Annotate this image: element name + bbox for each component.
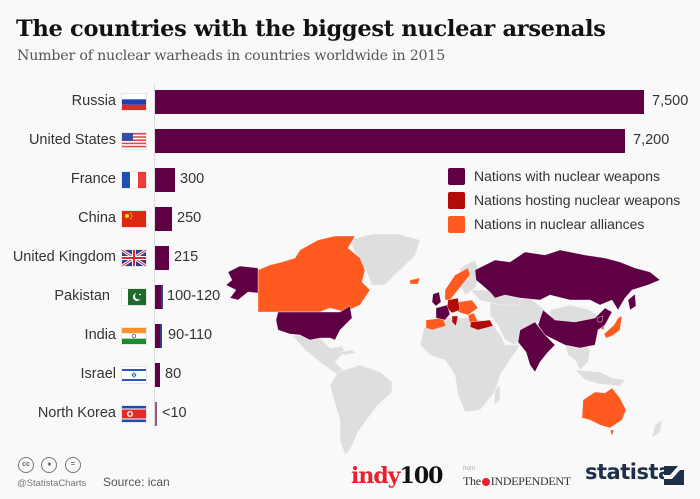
country-label: Israel xyxy=(80,366,116,382)
uk-flag-icon xyxy=(122,250,146,266)
israel-flag-icon xyxy=(122,367,146,383)
bar xyxy=(155,363,160,387)
cc-icon: cc xyxy=(18,457,34,473)
bar-row-france: France 300 xyxy=(0,168,700,192)
range-indicator xyxy=(161,285,163,309)
country-label: United States xyxy=(28,132,116,148)
legend-label: Nations hosting nuclear weapons xyxy=(474,192,681,208)
bar xyxy=(155,129,625,153)
legend-swatch xyxy=(448,216,465,233)
value-label: 100-120 xyxy=(167,288,221,304)
bar xyxy=(155,168,175,192)
statista-handle: @StatistaCharts xyxy=(17,478,87,489)
independent-text: INDEPENDENT xyxy=(490,474,571,488)
attribution-icon: ● xyxy=(41,457,58,473)
bar-row-russia: Russia 7,500 xyxy=(0,90,700,114)
india-flag-icon xyxy=(122,328,146,344)
country-label: North Korea xyxy=(37,405,116,421)
bar xyxy=(155,285,163,309)
legend-swatch xyxy=(448,168,465,185)
from-label: from xyxy=(463,466,475,472)
value-label: 300 xyxy=(180,171,205,187)
value-label: 250 xyxy=(177,210,202,226)
bar-row-india: India 90-110 xyxy=(0,324,700,348)
bar-row-pakistan: Pakistan 100-120 xyxy=(0,285,700,309)
chart-axis-line xyxy=(154,84,155,428)
source-label: Source: ican xyxy=(103,475,170,489)
country-label: United Kingdom xyxy=(12,249,116,265)
value-label: <10 xyxy=(162,405,187,421)
value-label: 215 xyxy=(174,249,199,265)
bar xyxy=(155,207,172,231)
value-label: 7,500 xyxy=(652,93,689,109)
legend-label: Nations with nuclear weapons xyxy=(474,168,660,184)
russia-flag-icon xyxy=(122,94,146,110)
value-label: 80 xyxy=(165,366,182,382)
bar-row-united-kingdom: United Kingdom 215 xyxy=(0,246,700,270)
independent-logo: The INDEPENDENT xyxy=(463,474,571,489)
eagle-icon xyxy=(481,478,490,487)
value-label: 7,200 xyxy=(633,132,670,148)
indy-text: indy xyxy=(351,463,401,489)
country-label: Pakistan xyxy=(54,288,110,304)
value-label: 90-110 xyxy=(168,327,213,343)
statista-logo-icon xyxy=(664,466,684,485)
bar-row-china: China 250 xyxy=(0,207,700,231)
legend-label: Nations in nuclear alliances xyxy=(474,216,645,232)
bar xyxy=(155,246,169,270)
range-indicator xyxy=(160,324,162,348)
bar xyxy=(155,90,644,114)
bar xyxy=(155,324,162,348)
north-korea-flag-icon xyxy=(122,406,146,422)
pakistan-flag-icon xyxy=(122,289,146,305)
legend-swatch xyxy=(448,192,465,209)
indy-100-text: 100 xyxy=(399,463,444,489)
country-label: Russia xyxy=(71,93,116,109)
bar-row-north-korea: North Korea <10 xyxy=(0,402,700,426)
china-flag-icon xyxy=(122,211,146,227)
bar-row-israel: Israel 80 xyxy=(0,363,700,387)
france-flag-icon xyxy=(122,172,146,188)
creative-commons-icons: cc ● = xyxy=(18,457,84,475)
bar xyxy=(155,402,157,426)
country-label: France xyxy=(70,171,116,187)
chart-title: The countries with the biggest nuclear a… xyxy=(16,16,606,42)
country-label: India xyxy=(84,327,116,343)
indy100-logo: indy100 xyxy=(351,463,444,489)
chart-subtitle: Number of nuclear warheads in countries … xyxy=(17,48,446,64)
bar-row-united-states: United States 7,200 xyxy=(0,129,700,153)
country-label: China xyxy=(78,210,116,226)
no-derivatives-icon: = xyxy=(64,457,81,473)
usa-flag-icon xyxy=(122,133,146,149)
independent-the: The xyxy=(463,474,481,488)
statista-logo-text: statista xyxy=(585,460,672,484)
